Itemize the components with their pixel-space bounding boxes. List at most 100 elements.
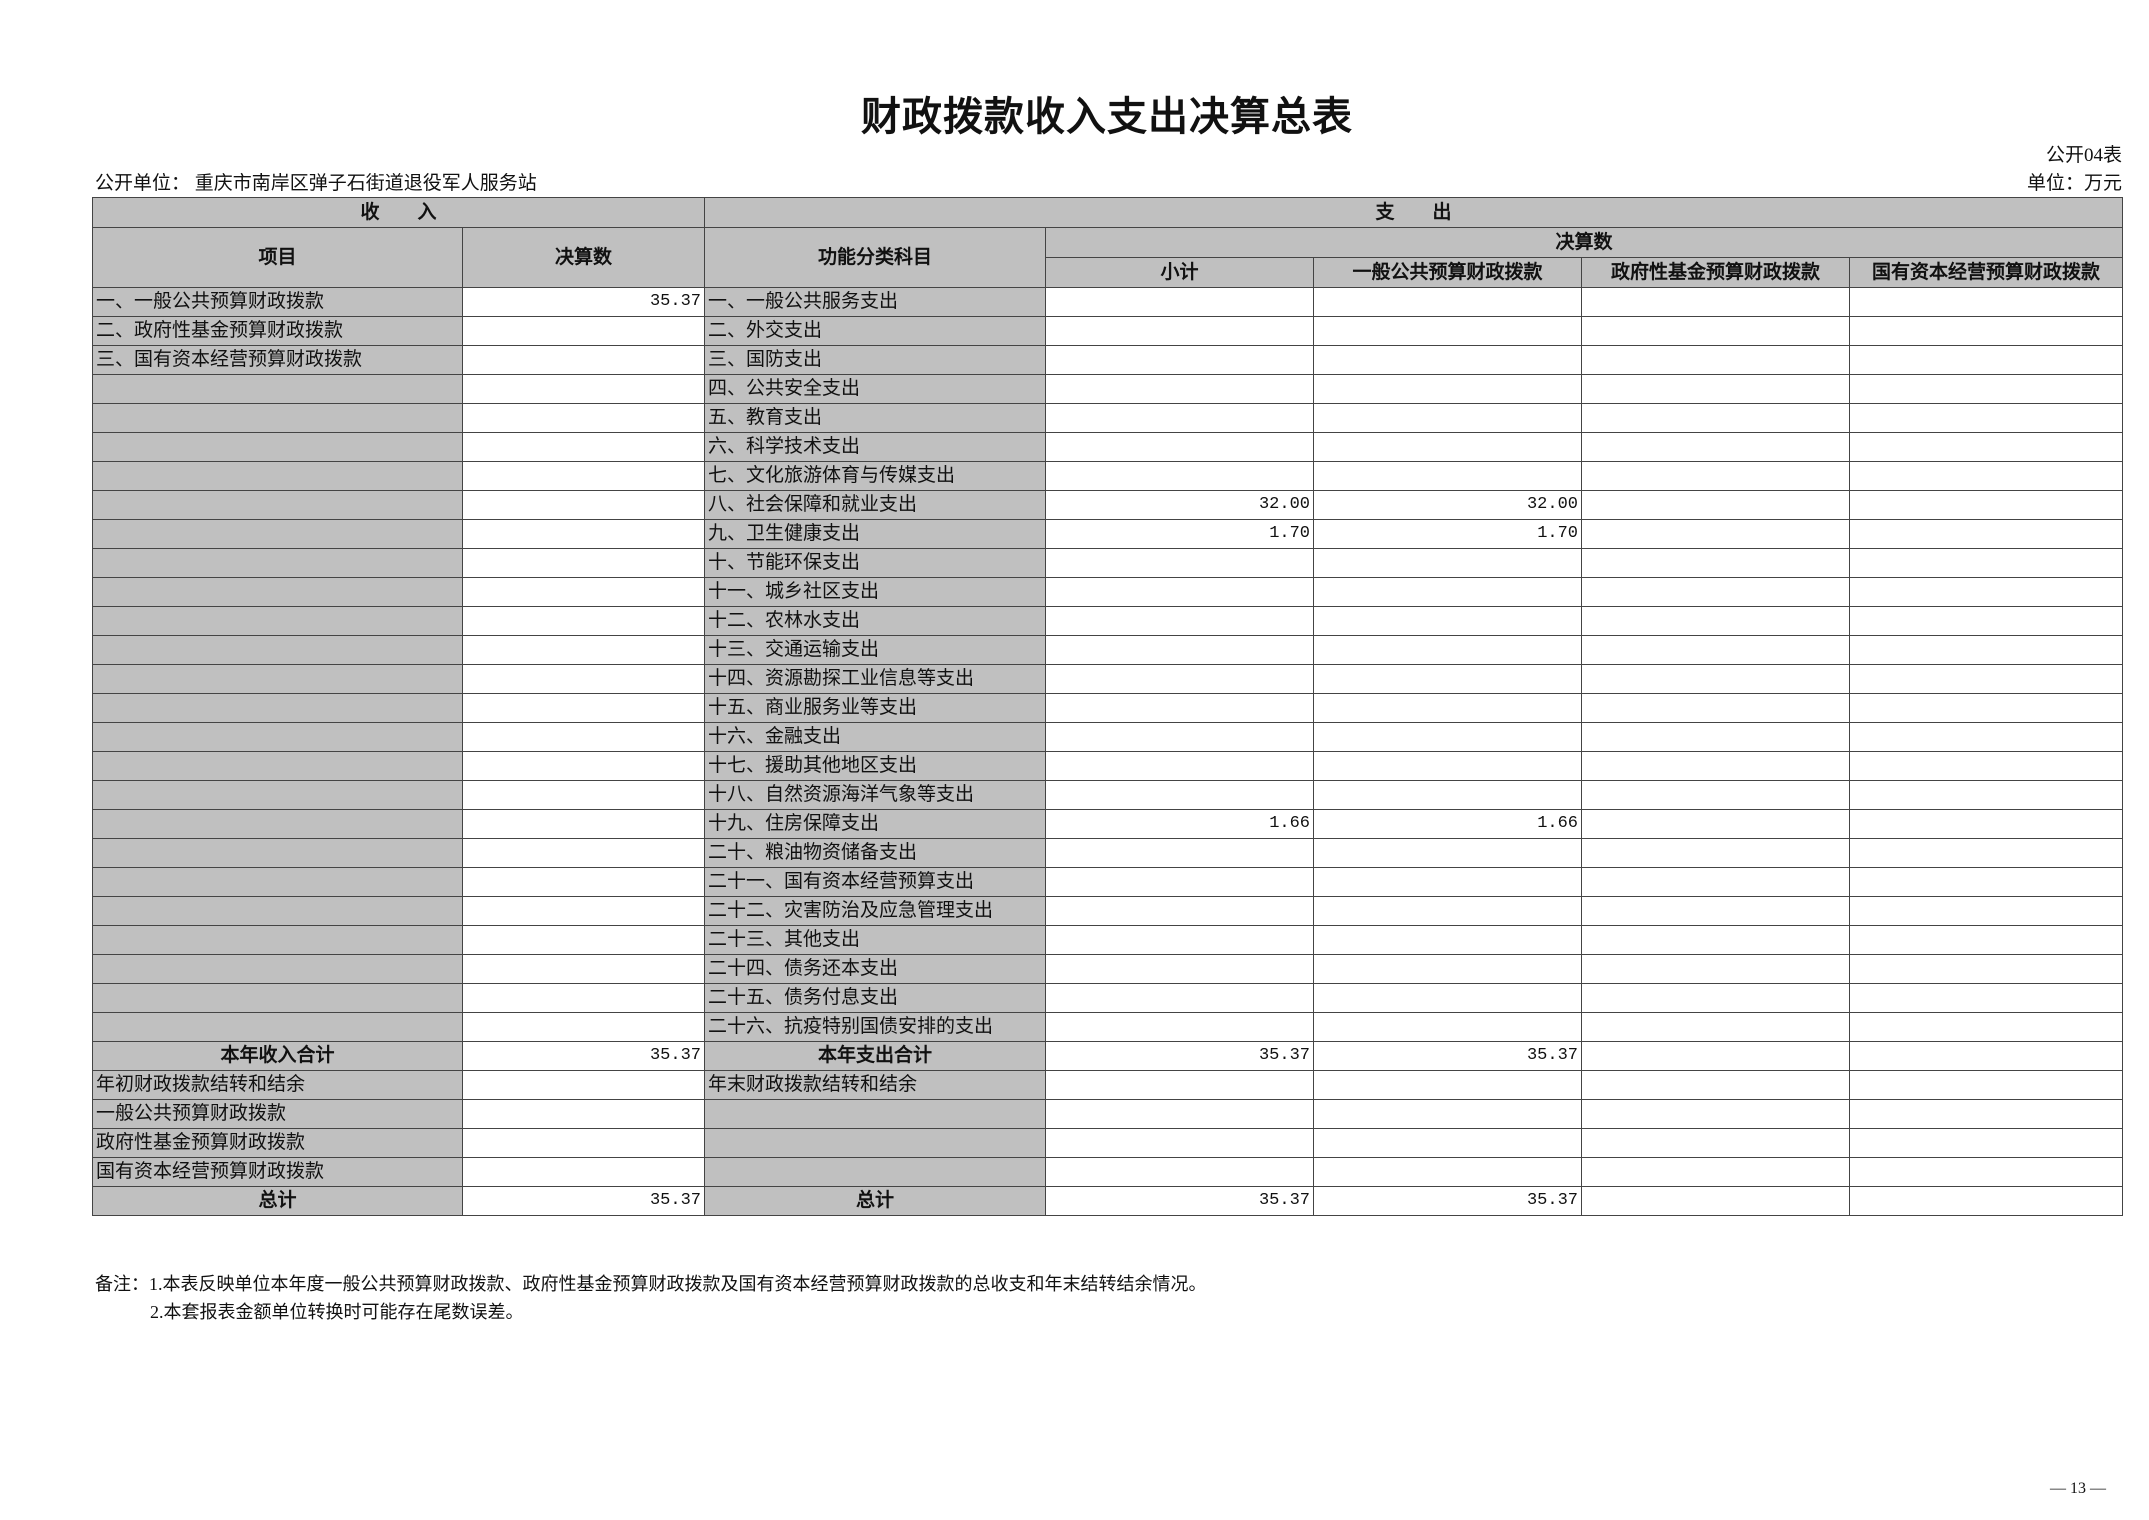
table-row: 本年收入合计 35.37 本年支出合计 35.37 35.37 [92,1041,2123,1071]
state-capital-amount [1849,925,2123,955]
general-public-amount [1313,1128,1582,1158]
table-row: 七、文化旅游体育与传媒支出 [92,461,2123,491]
gov-fund-amount [1581,693,1850,723]
gov-fund-amount [1581,577,1850,607]
general-public-amount [1313,577,1582,607]
general-public-amount [1313,954,1582,984]
gov-fund-amount [1581,1157,1850,1187]
general-public-amount: 32.00 [1313,490,1582,520]
state-capital-amount [1849,867,2123,897]
table-row: 二十、粮油物资储备支出 [92,838,2123,868]
state-capital-amount [1849,1012,2123,1042]
subtotal-amount [1045,374,1314,404]
income-amount [462,316,705,346]
income-amount [462,403,705,433]
income-item [92,983,463,1013]
subtotal-amount [1045,925,1314,955]
subtotal-amount: 35.37 [1045,1186,1314,1216]
table-row: 三、国有资本经营预算财政拨款 三、国防支出 [92,345,2123,375]
expense-category: 十六、金融支出 [704,722,1046,752]
income-item [92,896,463,926]
income-amount [462,1070,705,1100]
expense-category: 十三、交通运输支出 [704,635,1046,665]
gov-fund-amount [1581,722,1850,752]
gov-fund-amount [1581,461,1850,491]
table-row: 八、社会保障和就业支出 32.00 32.00 [92,490,2123,520]
table-row: 二十四、债务还本支出 [92,954,2123,984]
income-item [92,403,463,433]
income-amount [462,1099,705,1129]
currency-unit: 单位：万元 [2026,173,2122,194]
subtotal-amount [1045,316,1314,346]
general-public-header: 一般公共预算财政拨款 [1313,257,1582,288]
gov-fund-amount [1581,374,1850,404]
general-public-amount [1313,1157,1582,1187]
general-public-amount [1313,345,1582,375]
income-item [92,925,463,955]
table-row: 国有资本经营预算财政拨款 [92,1157,2123,1187]
state-capital-amount [1849,548,2123,578]
income-amount [462,606,705,636]
state-capital-amount [1849,664,2123,694]
gov-fund-amount [1581,316,1850,346]
state-capital-amount [1849,490,2123,520]
table-row: 二十五、债务付息支出 [92,983,2123,1013]
state-capital-amount [1849,1128,2123,1158]
table-row: 总计 35.37 总计 35.37 35.37 [92,1186,2123,1216]
income-amount [462,983,705,1013]
income-amount [462,693,705,723]
table-row: 十一、城乡社区支出 [92,577,2123,607]
subtotal-amount [1045,1128,1314,1158]
income-amount: 35.37 [462,287,705,317]
expense-category: 十二、农林水支出 [704,606,1046,636]
gov-fund-amount [1581,1012,1850,1042]
table-row: 九、卫生健康支出 1.70 1.70 [92,519,2123,549]
income-item [92,432,463,462]
general-public-amount [1313,316,1582,346]
expense-category: 五、教育支出 [704,403,1046,433]
table-row: 二十六、抗疫特别国债安排的支出 [92,1012,2123,1042]
gov-fund-amount [1581,1099,1850,1129]
state-capital-amount [1849,635,2123,665]
func-category-header: 功能分类科目 [704,227,1046,288]
subtotal-amount [1045,838,1314,868]
general-public-amount [1313,867,1582,897]
final-amount-header: 决算数 [1045,227,2123,258]
income-item [92,954,463,984]
general-public-amount: 35.37 [1313,1041,1582,1071]
subtotal-amount [1045,403,1314,433]
state-capital-amount [1849,838,2123,868]
general-public-amount [1313,548,1582,578]
subtotal-amount [1045,664,1314,694]
table-row: 二十一、国有资本经营预算支出 [92,867,2123,897]
state-capital-amount [1849,519,2123,549]
general-public-amount [1313,1012,1582,1042]
expense-category: 二十、粮油物资储备支出 [704,838,1046,868]
subtotal-amount [1045,1070,1314,1100]
state-capital-amount [1849,287,2123,317]
expense-category: 二十三、其他支出 [704,925,1046,955]
general-public-amount [1313,780,1582,810]
state-capital-header: 国有资本经营预算财政拨款 [1849,257,2123,288]
table-row: 四、公共安全支出 [92,374,2123,404]
income-item [92,722,463,752]
gov-fund-amount [1581,635,1850,665]
general-public-amount [1313,287,1582,317]
expense-category: 十一、城乡社区支出 [704,577,1046,607]
subtotal-amount [1045,896,1314,926]
subtotal-amount [1045,345,1314,375]
table-row: 一、一般公共预算财政拨款 35.37 一、一般公共服务支出 [92,287,2123,317]
income-amount [462,896,705,926]
income-item: 政府性基金预算财政拨款 [92,1128,463,1158]
table-row: 二十三、其他支出 [92,925,2123,955]
state-capital-amount [1849,345,2123,375]
gov-fund-amount [1581,1128,1850,1158]
general-public-amount [1313,838,1582,868]
gov-fund-amount [1581,809,1850,839]
gov-fund-amount [1581,519,1850,549]
expense-category: 二十二、灾害防治及应急管理支出 [704,896,1046,926]
income-amount [462,838,705,868]
page-number: — 13 — [2050,1480,2106,1497]
gov-fund-amount [1581,1070,1850,1100]
subtotal-amount: 32.00 [1045,490,1314,520]
